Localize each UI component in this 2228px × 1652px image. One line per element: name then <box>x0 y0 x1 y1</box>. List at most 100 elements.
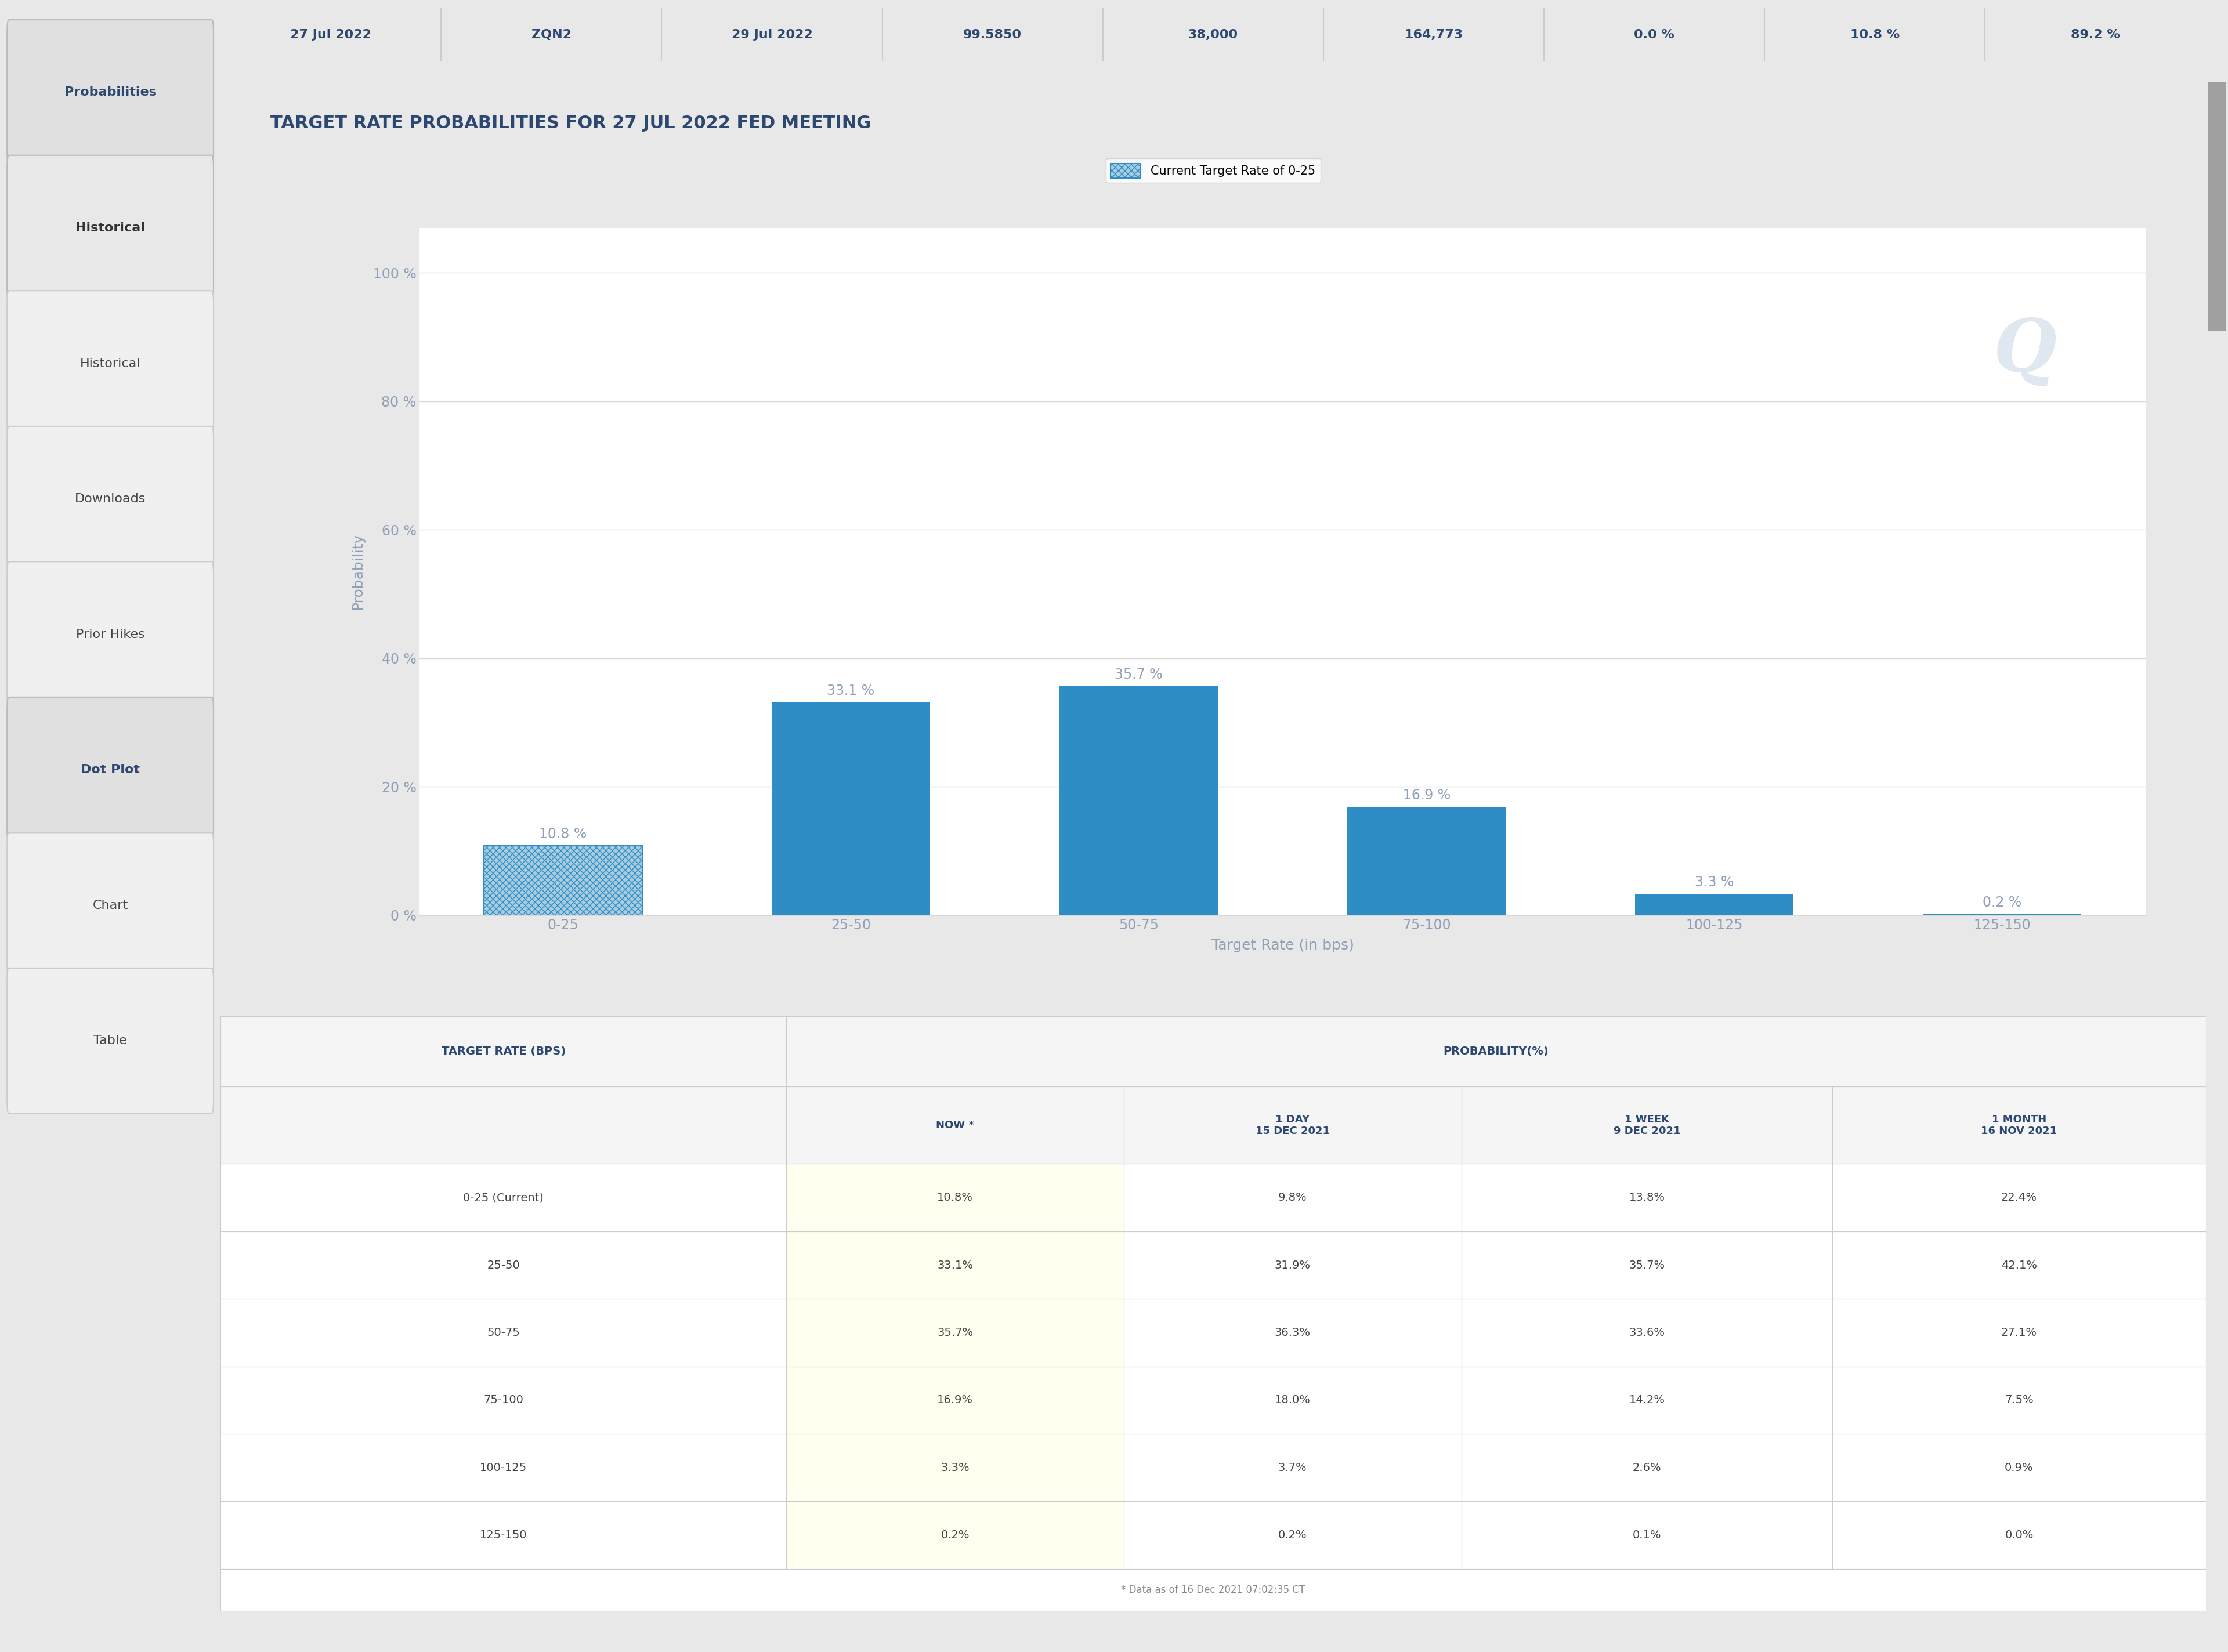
Text: 16.9 %: 16.9 % <box>1404 788 1450 803</box>
FancyBboxPatch shape <box>7 291 214 436</box>
Bar <box>221 1165 786 1231</box>
Bar <box>221 1298 786 1366</box>
Bar <box>1462 1165 1831 1231</box>
Bar <box>1123 1298 1462 1366</box>
Text: 33.1%: 33.1% <box>938 1259 974 1270</box>
Y-axis label: Probability: Probability <box>352 534 365 610</box>
Text: 0.0%: 0.0% <box>2005 1530 2034 1541</box>
Bar <box>221 1434 786 1502</box>
Text: 36.3%: 36.3% <box>1274 1327 1310 1338</box>
Bar <box>221 1016 786 1087</box>
Text: 75-100: 75-100 <box>483 1394 524 1406</box>
Text: Probabilities: Probabilities <box>65 86 156 99</box>
Text: 0-25 (Current): 0-25 (Current) <box>463 1193 544 1203</box>
Text: 0.0 %: 0.0 % <box>1633 28 1675 41</box>
FancyBboxPatch shape <box>7 833 214 978</box>
Bar <box>1831 1502 2206 1569</box>
Bar <box>786 1366 1123 1434</box>
Text: 14.2%: 14.2% <box>1629 1394 1664 1406</box>
Bar <box>1123 1502 1462 1569</box>
Text: 25-50: 25-50 <box>488 1259 519 1270</box>
Bar <box>786 1016 2206 1087</box>
Text: 35.7%: 35.7% <box>1629 1259 1664 1270</box>
FancyBboxPatch shape <box>7 697 214 843</box>
Text: 35.7%: 35.7% <box>938 1327 974 1338</box>
Text: 10.8 %: 10.8 % <box>1849 28 1900 41</box>
Legend: Current Target Rate of 0-25: Current Target Rate of 0-25 <box>1105 159 1321 183</box>
Bar <box>221 1016 786 1087</box>
Bar <box>1462 1298 1831 1366</box>
Bar <box>221 1366 786 1434</box>
Bar <box>2208 83 2226 330</box>
Text: 0.9%: 0.9% <box>2005 1462 2034 1474</box>
Bar <box>786 1231 1123 1298</box>
Bar <box>786 1087 1123 1165</box>
Bar <box>1123 1298 1462 1366</box>
Text: 38,000: 38,000 <box>1188 28 1239 41</box>
Text: 0.2%: 0.2% <box>940 1530 969 1541</box>
Bar <box>1462 1087 1831 1165</box>
FancyBboxPatch shape <box>7 562 214 707</box>
FancyBboxPatch shape <box>7 426 214 572</box>
Bar <box>1462 1434 1831 1502</box>
Bar <box>1123 1434 1462 1502</box>
Bar <box>1831 1087 2206 1165</box>
Bar <box>1462 1298 1831 1366</box>
Bar <box>1462 1087 1831 1165</box>
Text: 10.8%: 10.8% <box>938 1193 974 1203</box>
Text: 1 DAY
15 DEC 2021: 1 DAY 15 DEC 2021 <box>1254 1113 1330 1137</box>
Bar <box>221 1502 786 1569</box>
FancyBboxPatch shape <box>7 20 214 165</box>
Bar <box>1831 1434 2206 1502</box>
Text: Historical: Historical <box>80 357 140 370</box>
Bar <box>771 702 929 915</box>
Text: 1 WEEK
9 DEC 2021: 1 WEEK 9 DEC 2021 <box>1613 1113 1680 1137</box>
Text: 27 Jul 2022: 27 Jul 2022 <box>290 28 372 41</box>
Text: 18.0%: 18.0% <box>1274 1394 1310 1406</box>
Bar <box>221 1569 2206 1611</box>
Bar <box>221 1165 786 1231</box>
Bar <box>1123 1366 1462 1434</box>
Bar <box>221 1366 786 1434</box>
Bar <box>1635 894 1794 915</box>
Text: 31.9%: 31.9% <box>1274 1259 1310 1270</box>
Bar <box>1831 1165 2206 1231</box>
Text: 35.7 %: 35.7 % <box>1114 667 1163 681</box>
Text: 33.6%: 33.6% <box>1629 1327 1664 1338</box>
Bar <box>1123 1087 1462 1165</box>
Bar <box>221 1569 2206 1611</box>
Text: * Data as of 16 Dec 2021 07:02:35 CT: * Data as of 16 Dec 2021 07:02:35 CT <box>1121 1584 1306 1596</box>
Text: 16.9%: 16.9% <box>938 1394 974 1406</box>
Bar <box>1831 1366 2206 1434</box>
Bar <box>1831 1298 2206 1366</box>
Bar <box>1462 1231 1831 1298</box>
Bar <box>1123 1087 1462 1165</box>
Bar <box>786 1298 1123 1366</box>
Bar <box>786 1231 1123 1298</box>
Bar <box>483 846 642 915</box>
Text: 33.1 %: 33.1 % <box>827 684 876 699</box>
Text: 42.1%: 42.1% <box>2001 1259 2036 1270</box>
Text: 2.6%: 2.6% <box>1633 1462 1662 1474</box>
Bar <box>1831 1366 2206 1434</box>
Bar <box>786 1366 1123 1434</box>
Bar <box>786 1016 2206 1087</box>
Bar <box>221 1434 786 1502</box>
Text: 10.8 %: 10.8 % <box>539 828 586 841</box>
Text: 29 Jul 2022: 29 Jul 2022 <box>731 28 813 41</box>
Text: PROBABILITY(%): PROBABILITY(%) <box>1444 1046 1548 1057</box>
Bar <box>221 1231 786 1298</box>
Text: Historical: Historical <box>76 221 145 235</box>
Text: 13.8%: 13.8% <box>1629 1193 1664 1203</box>
Text: TARGET RATE PROBABILITIES FOR 27 JUL 2022 FED MEETING: TARGET RATE PROBABILITIES FOR 27 JUL 202… <box>270 116 871 132</box>
Bar <box>1123 1231 1462 1298</box>
Text: 3.7%: 3.7% <box>1279 1462 1308 1474</box>
FancyBboxPatch shape <box>7 968 214 1113</box>
Text: 27.1%: 27.1% <box>2001 1327 2036 1338</box>
Bar <box>786 1165 1123 1231</box>
Bar <box>1123 1165 1462 1231</box>
Bar <box>786 1434 1123 1502</box>
Text: 50-75: 50-75 <box>488 1327 519 1338</box>
Bar <box>1123 1366 1462 1434</box>
Text: NOW *: NOW * <box>936 1120 974 1130</box>
